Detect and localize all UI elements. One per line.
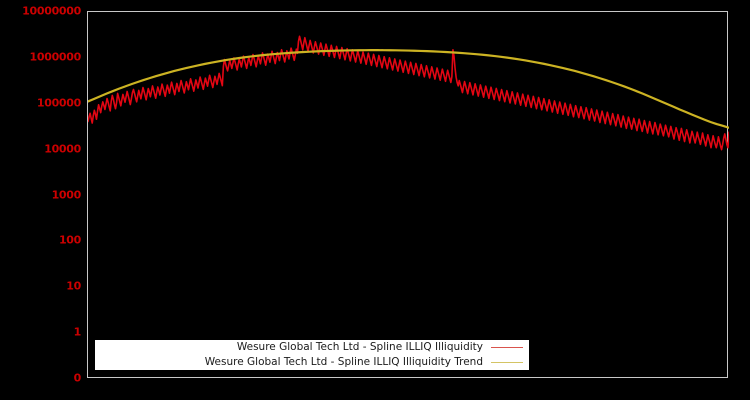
chart-legend: Wesure Global Tech Ltd - Spline ILLIQ Il… [95,340,529,370]
legend-label: Wesure Global Tech Ltd - Spline ILLIQ Il… [204,356,483,368]
series-line-illiquidity-trend [88,49,729,129]
y-axis-tick-10000: 10000 [44,142,81,156]
y-axis-tick-100: 100 [58,233,81,247]
legend-entry-0[interactable]: Wesure Global Tech Ltd - Spline ILLIQ Il… [95,340,529,355]
y-axis-tick-1000: 1000 [51,188,82,201]
legend-entry-1[interactable]: Wesure Global Tech Ltd - Spline ILLIQ Il… [95,355,529,370]
y-axis-tick-0: 0 [73,371,82,385]
y-axis-tick-10: 10 [66,279,81,293]
legend-color-swatch [491,347,523,348]
legend-label: Wesure Global Tech Ltd - Spline ILLIQ Il… [236,341,483,353]
y-axis-tick-1: 1 [73,325,82,339]
y-axis-tick-100000: 100000 [36,96,81,110]
chart-canvas [88,35,729,151]
plot-area [87,11,729,378]
y-axis-tick-10000000: 10000000 [22,4,81,18]
series-line-illiquidity [88,35,729,151]
series-group [88,35,729,151]
y-axis-tick-1000000: 1000000 [29,50,82,64]
legend-color-swatch [491,362,523,363]
